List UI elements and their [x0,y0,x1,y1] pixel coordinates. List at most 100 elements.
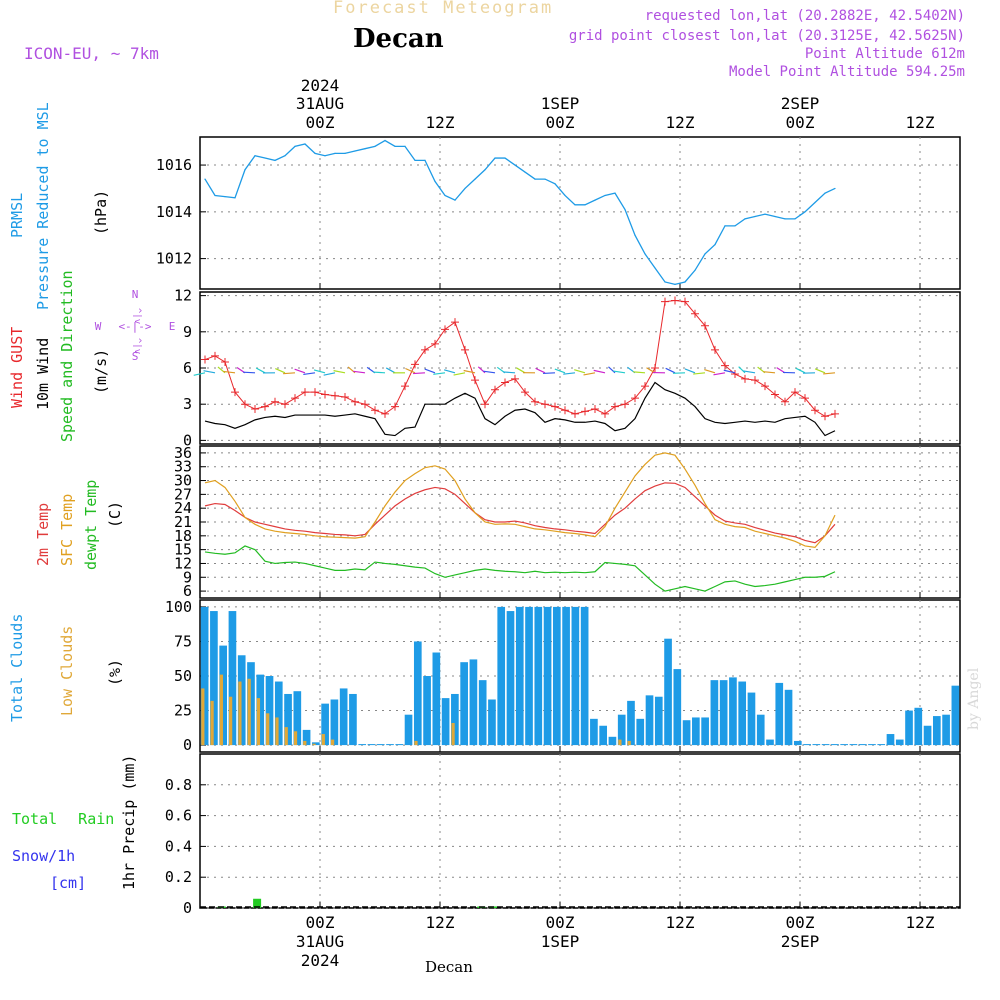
wind-direction-arrow [554,368,566,374]
low-cloud-bar [414,740,418,746]
ylabel-sfc-temp: SFC Temp [58,494,76,566]
pressure-point [344,152,346,154]
ytick-label-pressure-2: 1016 [156,156,192,174]
ytick-label-wind-0: 0 [183,431,192,449]
gust-marker [431,339,439,348]
ytick-label-clouds-1: 25 [174,702,192,720]
wind-direction-arrow [353,370,366,374]
pressure-point [314,152,316,154]
pressure-point [754,215,756,218]
pressure-point [304,143,306,145]
pressure-point [444,194,446,197]
wind-direction-arrow [333,370,346,374]
total-cloud-bar [497,606,506,746]
pressure-point [214,194,216,197]
label-snow: Snow/1h [12,847,75,865]
low-cloud-bar [229,696,233,746]
wind-direction-arrow [516,367,526,374]
pressure-point [724,225,726,227]
top-time-label-2-0: 1SEP [541,94,580,113]
ytick-label-clouds-3: 75 [174,632,192,650]
gust-marker [501,378,509,387]
pressure-point [744,218,746,220]
gust-marker [261,402,269,411]
total-cloud-bar [525,606,533,746]
total-cloud-bar [543,606,552,746]
pressure-point [794,218,796,220]
wind-direction-arrow [563,372,576,375]
total-cloud-bar [710,680,719,746]
total-cloud-bar [840,744,848,746]
ytick-label-clouds-4: 100 [165,598,192,616]
pressure-point [604,194,606,197]
ytick-label-precip-1: 0.2 [165,868,192,886]
top-time-label-4-0: 2SEP [781,94,820,113]
gust-marker [321,390,329,399]
gust-marker [711,345,719,354]
total-cloud-bar [423,676,431,746]
total-cloud-bar [682,720,691,746]
pressure-point [624,208,626,211]
pressure-point [704,253,706,255]
pressure-point [834,187,836,190]
wind-direction-arrow [255,367,266,374]
total-cloud-bar [395,744,404,746]
low-cloud-bar [275,717,279,746]
pressure-point [234,197,236,199]
ytick-label-pressure-1: 1014 [156,203,192,221]
top-time-label-3-0: 12Z [666,113,695,132]
total-cloud-bar [654,696,663,746]
compass-e: E [169,320,176,333]
gust-marker [811,406,819,415]
total-cloud-bar [413,641,422,746]
gust-marker [231,388,239,397]
total-cloud-bar [432,652,441,746]
top-time-label-5-0: 12Z [906,113,935,132]
ytick-label-wind-1: 3 [183,395,192,413]
model-label: ICON-EU, ~ 7km [24,44,159,63]
pressure-point [654,267,656,269]
low-cloud-bar [256,698,261,746]
top-title: Forecast Meteogram [333,0,554,18]
ylabel-10m-wind: 10m Wind [34,338,52,410]
wind-direction-arrow [243,371,256,374]
ytick-label-temperature-10: 36 [174,444,192,462]
wind-direction-arrow [608,366,616,374]
wind-direction-arrow [453,372,466,376]
wind-direction-arrow [543,372,556,375]
wind-direction-arrow [646,367,656,374]
gust-marker [601,409,609,418]
pressure-point [434,180,436,183]
total-cloud-bar [590,718,598,746]
ytick-label-temperature-7: 27 [174,485,192,503]
total-cloud-bar [627,700,635,746]
label-cm: [cm] [50,874,86,892]
wind-direction-arrow [693,372,706,375]
ylabel-percent: (%) [106,659,124,686]
total-cloud-bar [886,734,895,746]
bottom-time-label-4-1: 2SEP [781,932,820,951]
total-cloud-bar [951,685,960,746]
gust-marker [801,394,809,403]
gust-marker [371,406,379,415]
pressure-point [424,159,426,161]
total-cloud-bar [460,662,468,746]
total-cloud-bar [321,703,329,746]
bottom-time-label-1-0: 12Z [426,913,455,932]
ylabel-hpa: (hPa) [92,190,110,235]
total-cloud-bar [367,744,376,746]
wind-direction-arrow [385,367,396,374]
gust-marker [351,397,359,406]
pressure-point [664,281,666,283]
top-time-label-0-0: 31AUG [296,94,344,113]
pressure-point [774,215,776,218]
wind-direction-arrow [723,369,736,374]
pressure-point [334,152,336,154]
ylabel-precip: 1hr Precip (mm) [120,755,138,890]
pressure-point [324,155,326,157]
pressure-point [394,145,396,147]
pressure-point [364,148,366,150]
gust-marker [721,361,729,370]
wind-direction-arrow [294,368,306,374]
ylabel-low-clouds: Low Clouds [58,626,76,716]
